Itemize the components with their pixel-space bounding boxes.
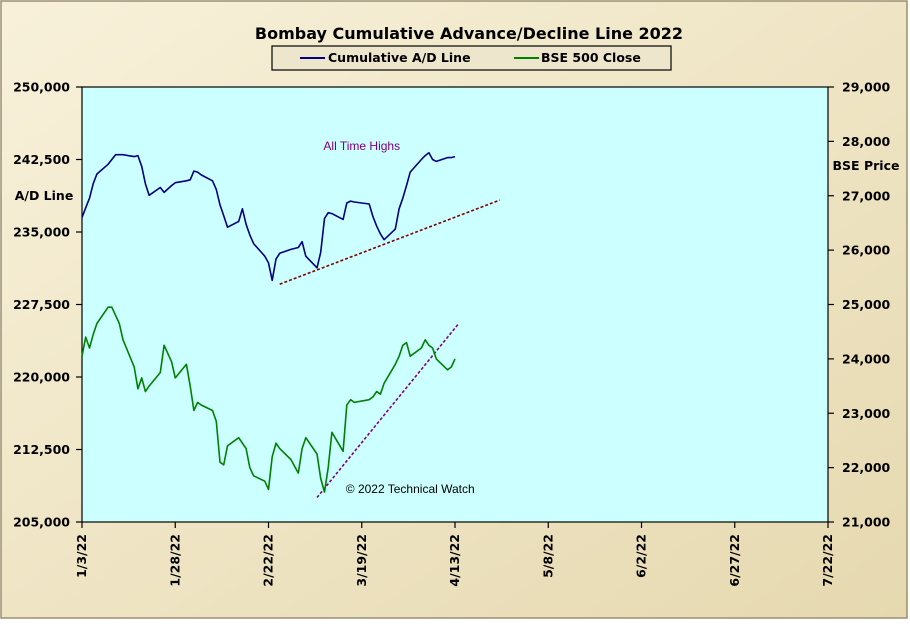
right-tick-label: 22,000 xyxy=(842,460,891,475)
right-tick-label: 21,000 xyxy=(842,515,891,530)
left-tick-label: 205,000 xyxy=(13,515,70,530)
right-tick-label: 29,000 xyxy=(842,80,891,95)
legend-box xyxy=(271,45,672,71)
trendline xyxy=(316,323,460,499)
right-tick-label: 27,000 xyxy=(842,188,891,203)
x-tick-label: 6/2/22 xyxy=(634,534,649,578)
x-tick-label: 5/8/22 xyxy=(540,534,555,578)
right-axis-label: BSE Price xyxy=(833,158,900,173)
right-tick-label: 28,000 xyxy=(842,134,891,149)
x-axis: 1/3/22 1/28/22 2/22/22 3/19/22 4/13/22 5/8/22… xyxy=(74,522,835,587)
x-tick-label: 1/3/22 xyxy=(74,534,89,578)
trendline xyxy=(279,199,501,285)
left-axis-label: A/D Line xyxy=(15,188,74,203)
legend-label-ad-line: Cumulative A/D Line xyxy=(328,50,471,65)
left-tick-label: 212,500 xyxy=(13,442,70,457)
x-tick-label: 4/13/22 xyxy=(447,534,462,587)
trendlines xyxy=(279,199,501,499)
series-line xyxy=(81,151,456,282)
x-tick-label: 2/22/22 xyxy=(261,534,276,587)
x-tick-label: 7/22/22 xyxy=(820,534,835,587)
right-tick-label: 24,000 xyxy=(842,351,891,366)
annotation: © 2022 Technical Watch xyxy=(346,482,475,496)
plot-area xyxy=(81,86,829,523)
legend-label-bse-close: BSE 500 Close xyxy=(541,50,641,65)
left-tick-label: 242,500 xyxy=(13,152,70,167)
left-axis: 205,000 212,500 220,000 227,500 235,000 242,5… xyxy=(13,80,82,530)
left-tick-label: 227,500 xyxy=(13,297,70,312)
left-tick-label: 250,000 xyxy=(13,80,70,95)
annotation: All Time Highs xyxy=(323,139,400,153)
x-tick-label: 1/28/22 xyxy=(167,534,182,587)
annotations: All Time Highs © 2022 Technical Watch xyxy=(323,139,474,496)
right-tick-label: 25,000 xyxy=(842,297,891,312)
right-tick-label: 26,000 xyxy=(842,243,891,258)
right-tick-label: 23,000 xyxy=(842,406,891,421)
chart-title: Bombay Cumulative Advance/Decline Line 2… xyxy=(255,24,683,43)
series-line xyxy=(81,306,456,493)
left-tick-label: 235,000 xyxy=(13,225,70,240)
x-tick-label: 3/19/22 xyxy=(354,534,369,587)
series-lines xyxy=(81,151,456,493)
x-tick-label: 6/27/22 xyxy=(727,534,742,587)
legend: Cumulative A/D Line BSE 500 Close xyxy=(271,45,672,71)
left-tick-label: 220,000 xyxy=(13,370,70,385)
right-axis: 21,000 22,000 23,000 24,000 25,000 26,000 27,0… xyxy=(828,80,891,530)
